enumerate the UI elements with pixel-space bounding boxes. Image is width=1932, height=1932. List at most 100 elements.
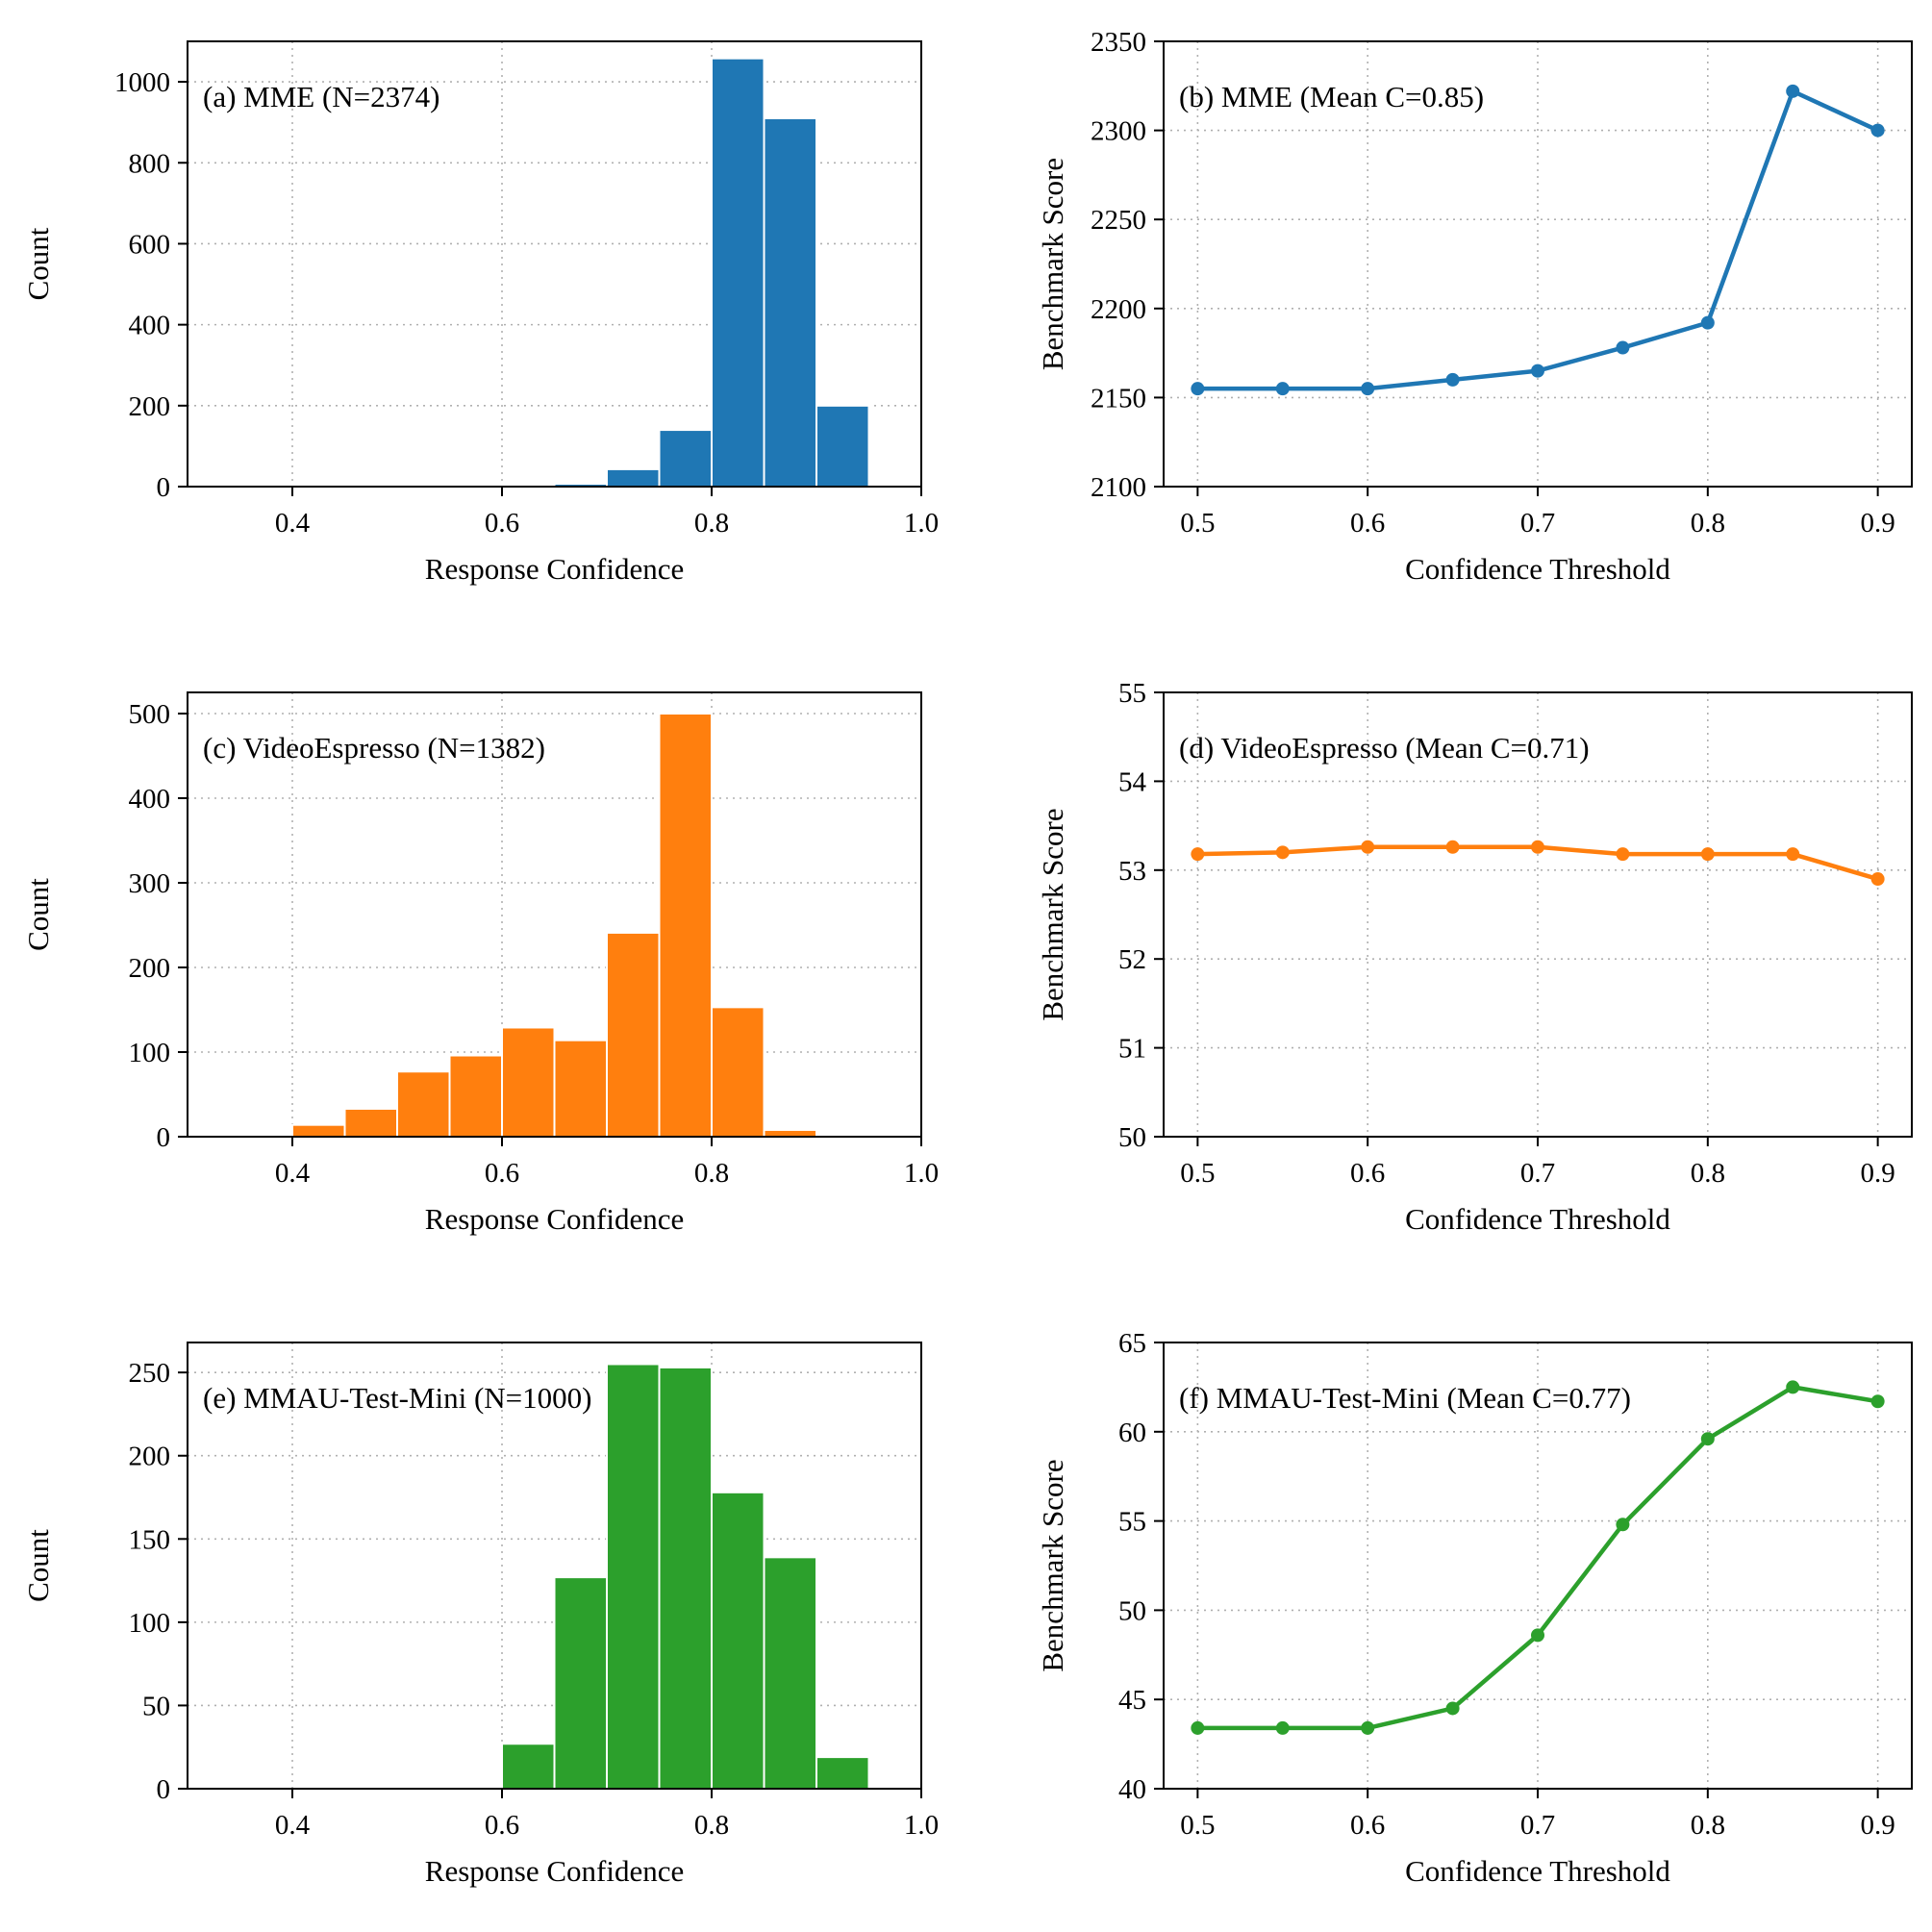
panel-e-y-tick-label-5: 250 [129,1358,171,1389]
panel-f-label: (f) MMAU-Test-Mini (Mean C=0.77) [1179,1381,1631,1415]
panel-b-x-tick-label-3: 0.8 [1691,508,1725,539]
panel-e-bar-3 [658,1366,713,1790]
panel-a-bar-4 [763,116,817,489]
panel-e-bar-4 [711,1491,765,1791]
panel-b-y-tick-label-3: 2250 [1091,205,1146,236]
panel-f-y-tick-label-0: 40 [1118,1774,1146,1805]
panel-d-point-2 [1361,840,1375,854]
panel-a-y-tick-label-5: 1000 [114,67,170,98]
panel-c-y-axis-label: Count [21,878,55,951]
panel-e-x-axis-label: Response Confidence [425,1854,684,1888]
panel-b-x-tick-label-2: 0.7 [1520,508,1555,539]
panel-a-bar-1 [606,467,661,488]
panel-d-y-tick-label-4: 54 [1118,766,1147,797]
panel-a-x-tick-label-2: 0.8 [694,508,729,539]
panel-d-y-tick-label-1: 51 [1118,1034,1146,1065]
panel-e-y-tick-label-2: 100 [129,1608,171,1639]
panel-a-x-tick-label-1: 0.6 [485,508,519,539]
panel-c-y-tick-label-2: 200 [129,953,171,984]
panel-e: 0.4 0.6 0.8 1.0 0 50 100 150 200 250 Response Conf… [21,1342,939,1888]
panel-b-point-0 [1191,382,1205,396]
panel-b-point-1 [1275,382,1290,396]
panel-a-y-tick-label-4: 800 [129,148,171,179]
panel-e-bar-1 [553,1576,608,1790]
panel-d-point-1 [1275,845,1290,860]
panel-c-x-tick-label-1: 0.6 [485,1158,519,1189]
panel-c-bar-9 [763,1128,817,1138]
panel-f-point-3 [1445,1701,1460,1716]
panel-b-x-tick-label-4: 0.9 [1861,508,1895,539]
panel-a-x-tick-label-0: 0.4 [275,508,311,539]
panel-f-x-axis-label: Confidence Threshold [1405,1854,1670,1888]
panel-c-y-tick-label-4: 400 [129,784,171,815]
panel-c-x-tick-label-3: 1.0 [904,1158,939,1189]
panel-d-point-8 [1870,872,1885,887]
panel-d-point-7 [1786,847,1800,862]
panel-f-point-7 [1786,1380,1800,1394]
panel-b-point-4 [1531,364,1544,378]
panel-e-y-tick-label-3: 150 [129,1524,171,1555]
panel-b-y-tick-label-2: 2200 [1091,294,1146,325]
panel-c-bar-1 [343,1107,398,1138]
panel-c-x-axis-label: Response Confidence [425,1202,684,1236]
panel-e-x-tick-label-1: 0.6 [485,1810,519,1841]
panel-e-label: (e) MMAU-Test-Mini (N=1000) [203,1381,591,1415]
panel-e-x-tick-label-0: 0.4 [275,1810,311,1841]
panel-e-bar-6 [815,1756,870,1791]
panel-d-y-axis-label: Benchmark Score [1036,808,1069,1020]
panel-a-y-tick-label-3: 600 [129,229,171,260]
panel-d-y-tick-label-0: 50 [1118,1122,1146,1153]
panel-f-y-tick-label-4: 60 [1118,1418,1146,1448]
panel-a-bar-5 [815,404,870,488]
panel-c-bar-3 [448,1054,503,1139]
panel-b-point-8 [1870,123,1885,138]
panel-d-x-tick-label-2: 0.7 [1520,1158,1555,1189]
panel-b-point-6 [1700,315,1715,330]
panel-c-y-tick-label-1: 100 [129,1038,171,1068]
panel-f-y-axis-label: Benchmark Score [1036,1459,1069,1671]
panel-b-y-tick-label-4: 2300 [1091,116,1146,147]
panel-c-frame [187,691,922,1138]
panel-a-y-tick-label-2: 400 [129,311,171,341]
panel-c-x-tick-label-2: 0.8 [694,1158,729,1189]
panel-b-point-3 [1445,372,1460,387]
panel-d: 0.5 0.6 0.7 0.8 0.9 50 51 52 53 54 55 Confidence Th… [1036,678,1913,1236]
panel-c-label: (c) VideoEspresso (N=1382) [203,731,545,765]
panel-e-y-tick-label-4: 200 [129,1442,171,1472]
panel-d-y-tick-label-5: 55 [1118,678,1146,709]
panel-e-frame [187,1342,922,1790]
panel-f-y-tick-label-2: 50 [1118,1595,1146,1626]
panel-d-point-0 [1191,847,1205,862]
panel-c-y-tick-label-3: 300 [129,868,171,899]
panel-b-y-tick-label-1: 2150 [1091,383,1146,414]
panel-d-y-tick-label-3: 53 [1118,856,1146,887]
panel-b-x-tick-label-0: 0.5 [1180,508,1215,539]
panel-b-point-7 [1786,84,1800,98]
panel-d-x-axis-label: Confidence Threshold [1405,1202,1670,1236]
panel-c-bar-4 [501,1026,556,1138]
panel-d-point-4 [1531,840,1544,854]
panel-b-y-tick-label-0: 2100 [1091,472,1146,503]
panel-f-x-tick-label-4: 0.9 [1861,1810,1895,1841]
panel-a-frame [187,40,922,488]
panel-c-y-tick-label-5: 500 [129,699,171,730]
panel-b-label: (b) MME (Mean C=0.85) [1179,80,1484,113]
panel-e-bar-0 [501,1743,556,1791]
panel-a-bar-2 [658,429,713,488]
panel-e-x-tick-label-2: 0.8 [694,1810,729,1841]
panel-b-y-axis-label: Benchmark Score [1036,158,1069,370]
panel-b-point-2 [1361,382,1375,396]
panel-d-x-tick-label-0: 0.5 [1180,1158,1215,1189]
panel-c-x-tick-label-0: 0.4 [275,1158,311,1189]
panel-f-point-4 [1531,1628,1544,1643]
panel-a-x-axis-label: Response Confidence [425,552,684,586]
panel-a: 0.4 0.6 0.8 1.0 0 200 400 600 800 1000 Response Co… [21,40,939,586]
panel-f-point-2 [1361,1720,1375,1735]
panel-d-point-3 [1445,840,1460,854]
panel-e-bar-2 [606,1363,661,1790]
panel-d-point-6 [1700,847,1715,862]
panel-d-x-tick-label-3: 0.8 [1691,1158,1725,1189]
panel-e-bar-5 [763,1556,817,1790]
panel-e-y-tick-label-0: 0 [157,1774,171,1805]
